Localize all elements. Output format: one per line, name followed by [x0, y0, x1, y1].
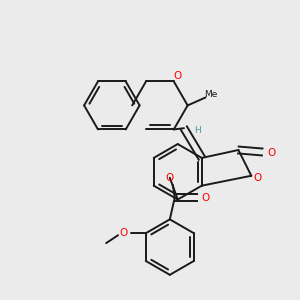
Text: H: H	[194, 126, 201, 135]
Text: O: O	[253, 173, 261, 183]
Text: O: O	[166, 173, 174, 183]
Text: O: O	[174, 71, 182, 81]
Text: O: O	[120, 228, 128, 238]
Text: Me: Me	[204, 90, 217, 99]
Text: O: O	[267, 148, 275, 158]
Text: O: O	[201, 193, 210, 202]
